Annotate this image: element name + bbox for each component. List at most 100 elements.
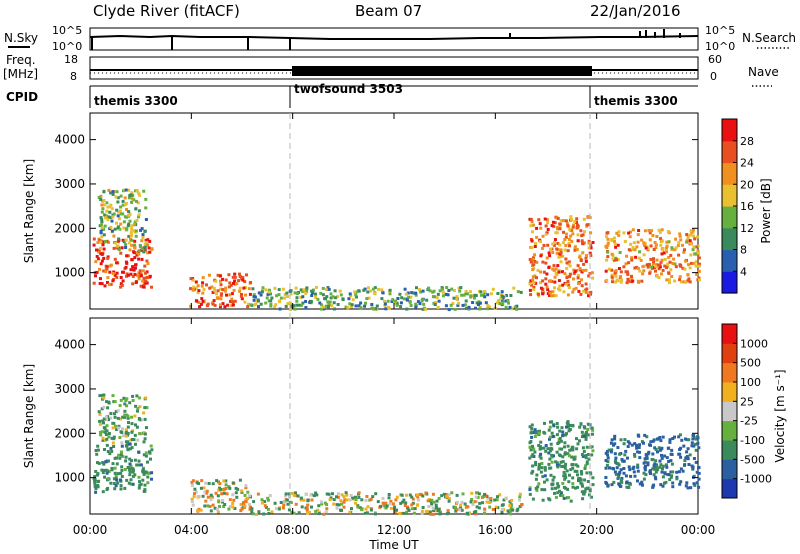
velocity-echo-cell [113,466,117,470]
power-echo-cell [134,234,138,238]
power-echo-cell [674,237,678,241]
power-echo-cell [453,307,457,311]
power-echo-cell [535,235,539,239]
power-echo-cell [506,298,510,302]
power-echo-cell [357,289,361,293]
power-echo-cell [251,287,255,291]
velocity-echo-cell [697,471,701,475]
velocity-echo-cell [661,475,665,479]
power-echo-cell [301,301,305,305]
velocity-echo-cell [561,460,565,464]
power-echo-cell [697,269,701,273]
colorbar-swatch [722,440,737,460]
velocity-echo-cell [191,479,195,483]
power-echo-cell [270,296,274,300]
velocity-echo-cell [206,504,210,508]
power-echo-cell [566,249,570,253]
power-echo-cell [367,296,371,300]
velocity-echo-cell [134,404,138,408]
power-echo-cell [531,268,535,272]
power-echo-cell [630,256,634,260]
velocity-echo-cell [518,495,522,499]
velocity-echo-cell [543,488,547,492]
power-echo-cell [533,259,537,263]
velocity-echo-cell [142,472,146,476]
freq-label: Freq. [6,53,36,67]
freq-unit-label: [MHz] [3,67,38,81]
velocity-echo-cell [138,483,142,487]
power-echo-cell [100,259,104,263]
power-echo-cell [134,189,137,193]
velocity-echo-cell [528,456,532,460]
velocity-echo-cell [143,417,147,421]
power-echo-cell [551,267,555,271]
power-echo-cell [309,300,313,304]
power-echo-cell [299,288,303,292]
power-echo-cell [567,242,571,245]
velocity-echo-cell [538,429,541,433]
power-echo-cell [567,286,571,289]
power-echo-cell [660,252,664,256]
power-echo-cell [99,223,103,227]
power-echo-cell [365,297,369,301]
power-echo-cell [119,282,123,286]
velocity-echo-cell [697,477,701,481]
power-echo-cell [105,214,109,218]
power-echo-cell [659,237,663,241]
velocity-echo-cell [483,511,486,515]
power-echo-cell [247,287,251,291]
power-echo-cell [129,193,133,197]
power-echo-cell [546,243,550,247]
velocity-echo-cell [190,497,194,501]
power-echo-cell [233,272,237,276]
power-echo-cell [637,229,641,232]
velocity-echo-cell [273,501,277,505]
power-echo-cell [636,279,640,283]
velocity-echo-cell [131,482,135,486]
power-echo-cell [551,242,555,246]
power-echo-cell [143,229,147,233]
power-echo-cell [139,274,143,278]
power-echo-cell [671,262,675,265]
power-echo-cell [402,297,406,301]
power-echo-cell [121,279,125,283]
velocity-echo-cell [587,433,590,437]
velocity-echo-cell [627,465,631,469]
velocity-echo-cell [357,491,361,495]
power-echo-cell [364,301,367,305]
velocity-echo-cell [360,508,364,512]
velocity-echo-cell [533,428,537,432]
power-echo-cell [133,239,137,243]
velocity-echo-cell [106,477,110,481]
velocity-echo-cell [626,456,629,460]
velocity-echo-cell [294,491,297,495]
power-echo-cell [218,274,222,278]
velocity-echo-cell [335,495,338,499]
velocity-echo-cell [474,510,478,513]
power-echo-cell [114,195,118,199]
velocity-echo-cell [539,440,543,444]
velocity-echo-cell [110,436,114,440]
velocity-echo-cell [577,479,581,483]
velocity-echo-cell [583,466,587,470]
velocity-echo-cell [669,470,673,474]
colorbar-swatch [722,478,737,499]
velocity-echo-cell [118,404,122,407]
power-echo-cell [667,278,671,282]
velocity-echo-cell [111,441,115,445]
velocity-echo-cell [626,440,630,444]
velocity-echo-cell [111,462,115,466]
power-echo-cell [95,255,99,258]
velocity-echo-cell [205,489,209,493]
power-echo-cell [115,275,119,279]
power-echo-cell [613,242,617,246]
power-echo-cell [400,296,404,300]
power-echo-cell [576,233,580,237]
power-echo-cell [574,286,578,290]
power-echo-cell [295,299,299,303]
power-echo-cell [663,264,667,268]
power-echo-cell [127,273,130,277]
velocity-echo-cell [150,477,153,481]
power-echo-cell [357,304,361,308]
power-echo-cell [125,208,128,211]
